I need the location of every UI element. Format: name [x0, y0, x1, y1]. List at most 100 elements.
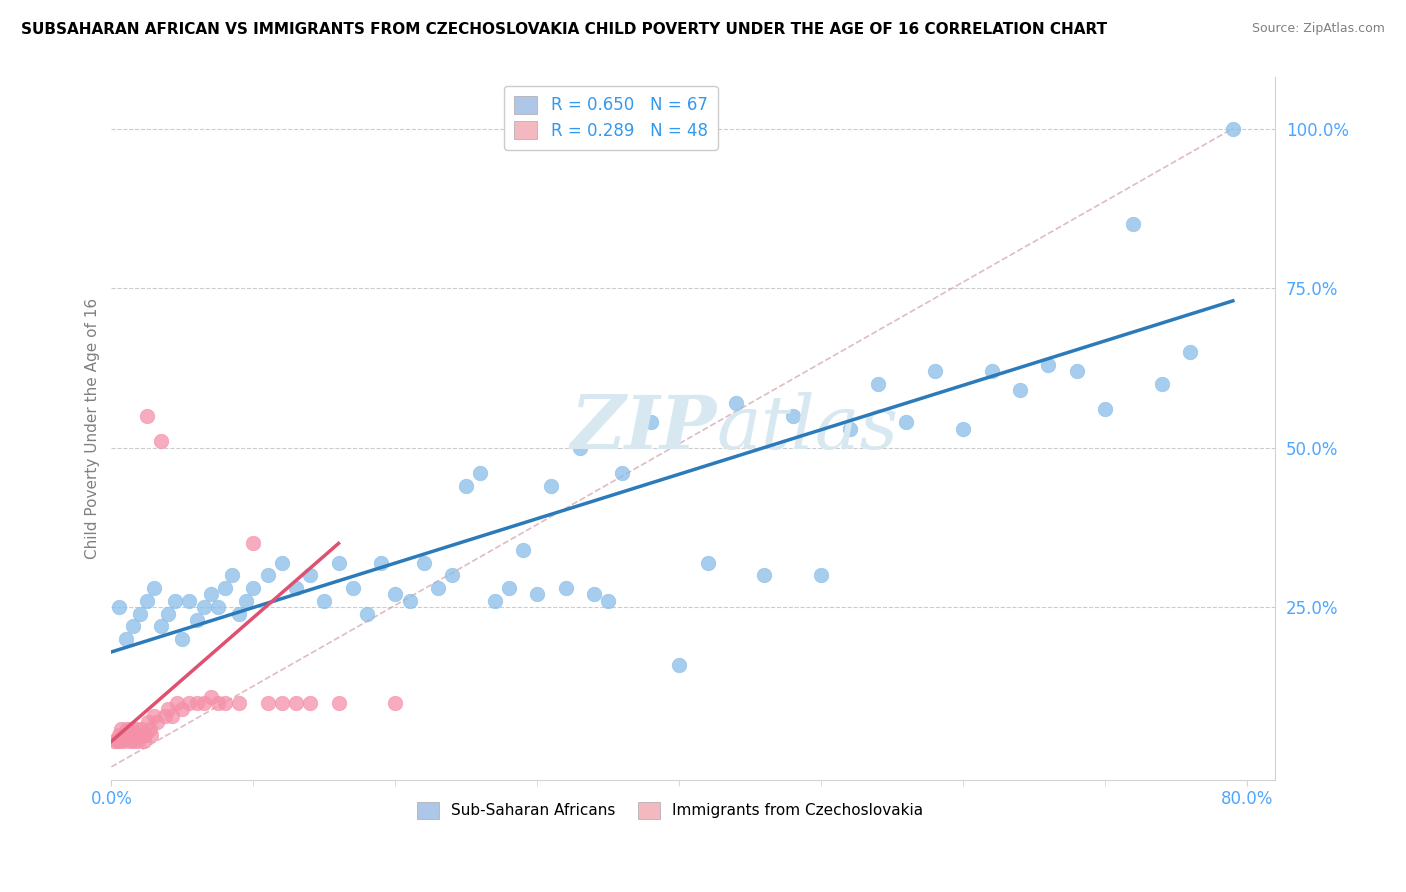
Point [131, 728, 153, 742]
Point [143, 581, 166, 595]
Point [866, 376, 889, 391]
Point [172, 632, 194, 647]
Point [412, 556, 434, 570]
Point [150, 434, 173, 449]
Point [426, 581, 449, 595]
Point [256, 568, 278, 582]
Point [370, 556, 392, 570]
Point [583, 587, 606, 601]
Point [117, 728, 139, 742]
Point [1150, 376, 1173, 391]
Point [598, 594, 620, 608]
Point [135, 594, 157, 608]
Point [179, 696, 201, 710]
Point [384, 696, 406, 710]
Text: Source: ZipAtlas.com: Source: ZipAtlas.com [1251, 22, 1385, 36]
Point [456, 479, 478, 493]
Point [1094, 402, 1116, 417]
Point [114, 632, 136, 647]
Point [107, 728, 129, 742]
Point [512, 542, 534, 557]
Point [221, 568, 243, 582]
Point [143, 708, 166, 723]
Point [150, 619, 173, 633]
Point [1122, 217, 1144, 231]
Point [228, 607, 250, 621]
Point [235, 594, 257, 608]
Point [200, 690, 222, 704]
Point [125, 728, 148, 742]
Point [1222, 121, 1244, 136]
Point [111, 728, 134, 742]
Point [242, 536, 264, 550]
Point [612, 467, 634, 481]
Point [122, 734, 145, 748]
Point [284, 581, 307, 595]
Point [441, 568, 464, 582]
Point [328, 696, 350, 710]
Point [1038, 358, 1060, 372]
Point [124, 722, 146, 736]
Point [328, 556, 350, 570]
Point [207, 696, 229, 710]
Point [157, 607, 180, 621]
Point [924, 364, 946, 378]
Point [724, 396, 747, 410]
Point [214, 696, 236, 710]
Point [754, 568, 776, 582]
Point [121, 728, 143, 742]
Point [155, 708, 177, 723]
Point [668, 657, 690, 672]
Point [110, 722, 132, 736]
Point [398, 594, 420, 608]
Point [484, 594, 506, 608]
Point [356, 607, 378, 621]
Point [108, 734, 131, 748]
Y-axis label: Child Poverty Under the Age of 16: Child Poverty Under the Age of 16 [86, 298, 100, 559]
Point [526, 587, 548, 601]
Text: SUBSAHARAN AFRICAN VS IMMIGRANTS FROM CZECHOSLOVAKIA CHILD POVERTY UNDER THE AGE: SUBSAHARAN AFRICAN VS IMMIGRANTS FROM CZ… [21, 22, 1107, 37]
Point [1008, 383, 1031, 397]
Point [186, 696, 208, 710]
Point [838, 421, 860, 435]
Point [640, 415, 662, 429]
Point [284, 696, 307, 710]
Point [193, 696, 215, 710]
Point [172, 702, 194, 716]
Point [120, 722, 142, 736]
Point [214, 581, 236, 595]
Point [162, 708, 184, 723]
Point [568, 441, 591, 455]
Point [107, 600, 129, 615]
Point [146, 715, 169, 730]
Point [186, 613, 208, 627]
Point [314, 594, 336, 608]
Point [896, 415, 918, 429]
Point [299, 568, 322, 582]
Point [207, 600, 229, 615]
Text: ZIP: ZIP [571, 392, 717, 465]
Point [270, 696, 292, 710]
Point [132, 734, 155, 748]
Point [134, 728, 156, 742]
Point [114, 728, 136, 742]
Point [299, 696, 322, 710]
Point [470, 467, 492, 481]
Point [193, 600, 215, 615]
Point [540, 479, 562, 493]
Point [498, 581, 520, 595]
Point [200, 587, 222, 601]
Text: atlas: atlas [717, 392, 898, 465]
Point [242, 581, 264, 595]
Point [554, 581, 576, 595]
Point [115, 722, 138, 736]
Point [256, 696, 278, 710]
Point [135, 409, 157, 423]
Point [810, 568, 832, 582]
Point [696, 556, 718, 570]
Point [179, 594, 201, 608]
Point [165, 594, 187, 608]
Point [103, 734, 125, 748]
Point [128, 607, 150, 621]
Point [270, 556, 292, 570]
